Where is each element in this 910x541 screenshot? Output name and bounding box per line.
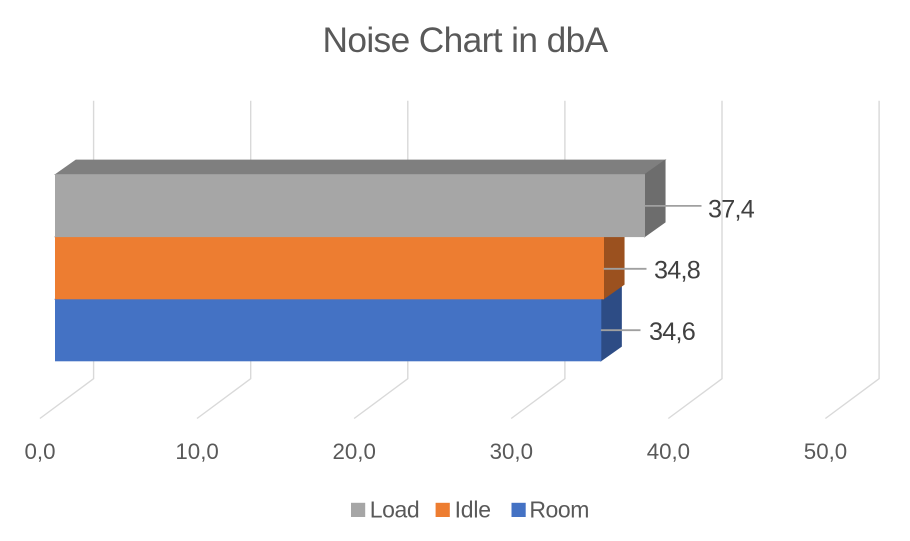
svg-text:34,8: 34,8	[654, 257, 700, 285]
svg-text:30,0: 30,0	[490, 439, 533, 464]
svg-text:40,0: 40,0	[647, 439, 690, 464]
svg-text:Room: Room	[529, 496, 589, 522]
svg-text:Noise Chart in dbA: Noise Chart in dbA	[322, 21, 608, 60]
svg-text:Idle: Idle	[455, 496, 491, 522]
svg-text:Load: Load	[370, 496, 419, 522]
svg-text:0,0: 0,0	[25, 439, 56, 464]
svg-text:10,0: 10,0	[175, 439, 218, 464]
svg-text:50,0: 50,0	[804, 439, 847, 464]
svg-text:34,6: 34,6	[649, 318, 695, 346]
svg-text:20,0: 20,0	[332, 439, 375, 464]
svg-text:37,4: 37,4	[708, 196, 755, 224]
